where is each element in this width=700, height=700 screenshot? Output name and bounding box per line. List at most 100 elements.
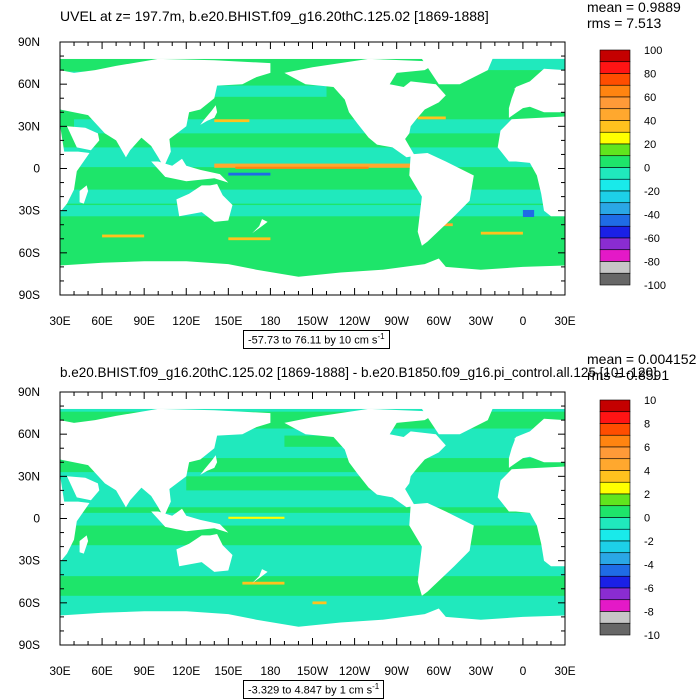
colorbar-swatch bbox=[599, 225, 631, 239]
x-tick-label: 30E bbox=[554, 664, 575, 678]
land-uk bbox=[514, 87, 523, 99]
colorbar-label: -10 bbox=[644, 630, 660, 642]
colorbar-label: -60 bbox=[644, 233, 660, 245]
chart-svg: 30E 60E 90E 120E 150E 180 150W 120W 90W 60W 30W 0 30… bbox=[18, 385, 660, 678]
x-tick-label: 120E bbox=[172, 314, 200, 328]
land-africa bbox=[60, 474, 90, 563]
land-new-zealand bbox=[252, 569, 268, 584]
x-tick-label: 30E bbox=[49, 664, 70, 678]
x-tick-label: 90W bbox=[384, 664, 409, 678]
colorbar-swatch bbox=[599, 272, 631, 286]
x-tick-label: 150W bbox=[297, 314, 329, 328]
land-indonesia bbox=[151, 508, 229, 533]
contour-range-box: -57.73 to 76.11 by 10 cm s-1 bbox=[243, 330, 390, 349]
land-africa-west bbox=[497, 116, 565, 217]
land-antarctica bbox=[60, 258, 565, 295]
chart-title: b.e20.BHIST.f09_g16.20thC.125.02 [1869-1… bbox=[60, 365, 657, 380]
land-australia bbox=[176, 534, 233, 572]
colorbar-swatch bbox=[599, 470, 631, 483]
data-band bbox=[417, 116, 446, 120]
colorbar-label: -100 bbox=[644, 280, 666, 292]
land-antarctica bbox=[60, 608, 565, 645]
data-band bbox=[60, 507, 565, 513]
data-band bbox=[228, 516, 285, 519]
colorbar-swatch bbox=[599, 517, 631, 530]
data-band bbox=[214, 119, 250, 123]
land-uk bbox=[514, 437, 523, 449]
colorbar-label: -6 bbox=[644, 583, 654, 595]
contour-range-text: -3.329 to 4.847 by 1 cm s bbox=[248, 684, 373, 697]
land-arabia bbox=[67, 126, 100, 151]
colorbar-swatch bbox=[599, 540, 631, 554]
land-greenland bbox=[421, 401, 495, 435]
land-africa-west bbox=[497, 466, 565, 567]
chart-svg: 30E 60E 90E 120E 150E 180 150W 120W 90W 60W 30W 0 30… bbox=[18, 35, 666, 328]
colorbar-label: -80 bbox=[644, 257, 660, 269]
colorbar-swatch bbox=[599, 622, 631, 636]
colorbar-label: 100 bbox=[644, 45, 662, 57]
data-band bbox=[60, 525, 565, 546]
land-north-america bbox=[284, 58, 446, 158]
colorbar-swatch bbox=[599, 73, 631, 86]
colorbar-swatch bbox=[599, 108, 631, 121]
colorbar-label: -8 bbox=[644, 607, 654, 619]
colorbar-swatch bbox=[599, 214, 631, 227]
x-tick-label: 150W bbox=[297, 664, 329, 678]
data-band bbox=[214, 85, 327, 97]
x-tick-label: 30E bbox=[554, 314, 575, 328]
colorbar-swatch bbox=[599, 411, 631, 424]
x-tick-label: 30W bbox=[468, 664, 493, 678]
colorbar-swatch bbox=[599, 202, 631, 215]
land-arabia bbox=[67, 476, 100, 501]
land-japan bbox=[200, 105, 218, 125]
colorbar-swatch bbox=[599, 611, 631, 624]
colorbar-swatch bbox=[599, 61, 631, 74]
colorbar-swatch bbox=[599, 564, 631, 577]
colorbar-swatch bbox=[599, 178, 631, 192]
x-tick-label: 60E bbox=[91, 314, 112, 328]
colorbar-label: 0 bbox=[644, 163, 650, 175]
y-tick-label: 0 bbox=[33, 162, 40, 176]
land-eurasia bbox=[60, 58, 271, 168]
land-japan bbox=[200, 455, 218, 475]
land-india bbox=[113, 479, 142, 508]
colorbar-swatch bbox=[599, 552, 631, 565]
colorbar-swatch bbox=[599, 481, 631, 495]
stats-block: mean = 0.004152 rms = 0.8591 bbox=[587, 351, 696, 383]
x-tick-label: 120W bbox=[339, 314, 371, 328]
mean-value: mean = 0.004152 bbox=[587, 351, 697, 367]
mean-value: mean = 0.9889 bbox=[587, 0, 681, 15]
colorbar-swatch bbox=[599, 458, 631, 471]
data-band bbox=[60, 205, 565, 217]
y-tick-label: 0 bbox=[33, 512, 40, 526]
land-madagascar bbox=[79, 535, 89, 554]
colorbar-swatch bbox=[599, 237, 631, 251]
colorbar-swatch bbox=[599, 423, 631, 436]
colorbar-label: 8 bbox=[644, 419, 650, 431]
land-south-america bbox=[409, 503, 474, 596]
colorbar-swatch bbox=[599, 167, 631, 180]
colorbar-label: 60 bbox=[644, 92, 656, 104]
y-tick-label: 90S bbox=[19, 288, 40, 302]
colorbar-label: 6 bbox=[644, 442, 650, 454]
colorbar-swatch bbox=[599, 143, 631, 157]
chart-title: UVEL at z= 197.7m, b.e20.BHIST.f09_g16.2… bbox=[60, 8, 489, 24]
colorbar-label: 40 bbox=[644, 116, 656, 128]
plot-area bbox=[60, 42, 565, 295]
rms-value: rms = 0.8591 bbox=[587, 367, 670, 383]
y-tick-label: 90N bbox=[18, 385, 40, 399]
x-tick-label: 60E bbox=[91, 664, 112, 678]
plot-area bbox=[60, 392, 565, 645]
y-tick-label: 90N bbox=[18, 35, 40, 49]
x-tick-label: 0 bbox=[520, 314, 527, 328]
data-band bbox=[102, 234, 145, 238]
colorbar-label: -4 bbox=[644, 560, 654, 572]
colorbar-label: 4 bbox=[644, 466, 650, 478]
y-tick-label: 60N bbox=[18, 77, 40, 91]
colorbar-label: -2 bbox=[644, 536, 654, 548]
land-indonesia bbox=[151, 158, 229, 183]
land-australia bbox=[176, 184, 233, 222]
y-tick-label: 30S bbox=[19, 204, 40, 218]
land-india bbox=[113, 129, 142, 158]
land-south-america bbox=[409, 153, 474, 246]
